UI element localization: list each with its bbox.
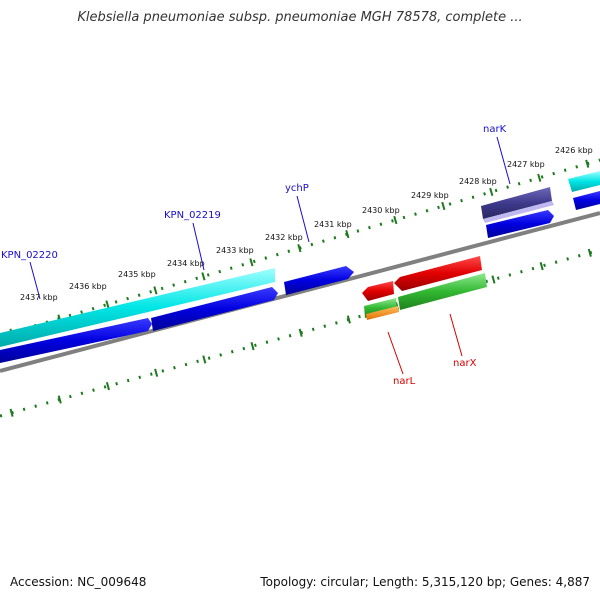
gene-arrow-right-edge [573,191,600,210]
gene-label-narL: narL [393,376,416,387]
tick-mark [345,229,350,239]
tick-mark [585,159,590,168]
orange-feature [366,306,399,320]
kbp-label: 2436 kbp [69,282,107,291]
kbp-label: 2432 kbp [265,233,303,242]
gene-arrow-narL [362,281,394,301]
tick-mark [202,355,207,364]
map-title: Klebsiella pneumoniae subsp. pneumoniae … [77,10,523,25]
tick-mark [201,272,206,281]
tick-mark [105,382,110,391]
tick-mark [250,342,255,351]
gene-arrow-narK [486,210,554,238]
tick-mark [298,328,303,337]
tick-mark [539,262,544,271]
kbp-label: 2434 kbp [167,259,205,268]
tick-mark [154,368,159,377]
kbp-label: 2433 kbp [216,246,254,255]
kbp-label: 2437 kbp [20,293,58,302]
gene-arrow-KPN-02220 [0,318,152,363]
tick-mark [297,244,302,253]
narK-feature-shadow [483,201,554,223]
tick-mark [105,300,110,309]
tick-mark [9,408,14,417]
tick-mark [441,201,446,211]
tick-mark [537,173,542,182]
gene-label-KPN-02220: KPN_02220 [1,250,58,261]
kbp-label: 2430 kbp [362,206,400,215]
gene-arrow-ychP [284,266,354,295]
cds-bar-narX [398,273,487,310]
tick-mark [346,315,351,324]
gene-label-KPN-02219: KPN_02219 [164,210,221,221]
topology-text: Topology: circular; Length: 5,315,120 bp… [260,575,590,589]
leader-narL [387,331,404,375]
genome-backbone [0,211,600,373]
outer-major-ticks [9,159,590,337]
accession-text: Accession: NC_009648 [10,575,147,589]
cds-bar-cyan-right [568,171,600,192]
cds-bar-cyan-left [0,268,275,347]
gene-label-narX: narX [453,358,477,369]
tick-mark [249,258,254,267]
leader-narK [496,136,511,185]
kbp-label: 2431 kbp [314,220,352,229]
tick-mark [153,286,158,295]
narK-feature [481,187,552,219]
leader-narX [449,313,463,357]
gene-arrow-KPN-02219 [151,287,278,331]
kbp-label: 2428 kbp [459,177,497,186]
gene-label-narK: narK [483,124,507,135]
leader-ychP [296,195,310,243]
tick-mark [393,215,398,225]
tick-mark [491,275,496,284]
kbp-label: 2426 kbp [555,146,593,155]
tick-mark [587,248,592,257]
kbp-label: 2435 kbp [118,270,156,279]
tick-mark [489,187,494,197]
gene-label-ychP: ychP [285,183,309,194]
tick-mark [57,395,62,404]
leader-KPN-02219 [192,222,205,271]
kbp-label: 2429 kbp [411,191,449,200]
leader-KPN-02220 [29,261,41,300]
gene-arrow-narX [394,256,482,291]
kbp-label: 2427 kbp [507,160,545,169]
